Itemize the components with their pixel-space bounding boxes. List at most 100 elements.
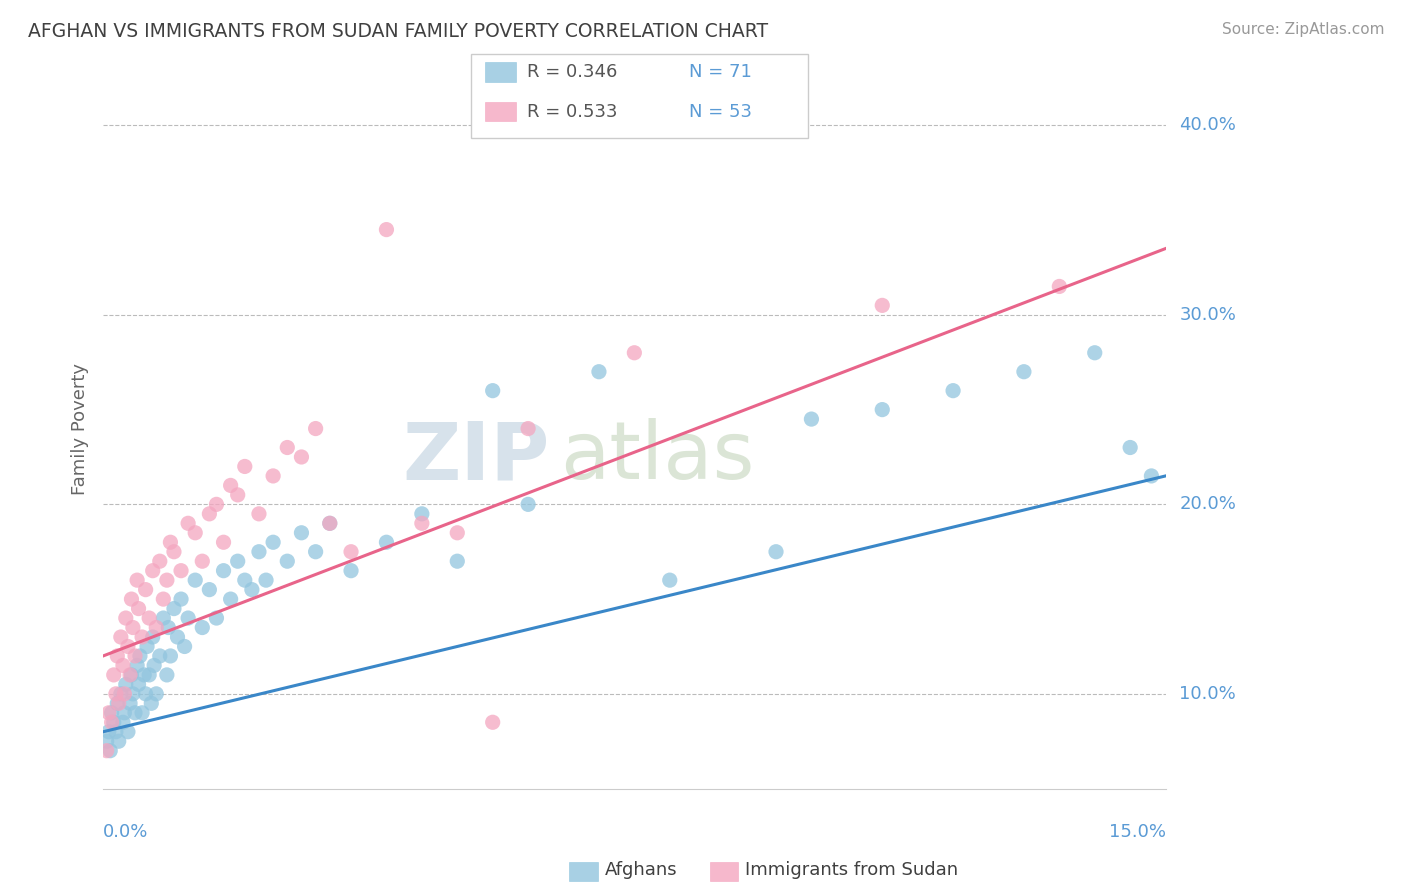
Text: R = 0.533: R = 0.533 — [527, 103, 617, 120]
Text: N = 71: N = 71 — [689, 63, 752, 81]
Point — [191, 554, 214, 568]
Point — [131, 630, 153, 644]
Point — [319, 516, 342, 531]
Point — [170, 592, 193, 607]
Text: R = 0.346: R = 0.346 — [527, 63, 617, 81]
Point — [112, 687, 135, 701]
Point — [114, 611, 136, 625]
Text: atlas: atlas — [560, 418, 755, 496]
Point — [198, 582, 221, 597]
Point — [97, 706, 120, 720]
Point — [156, 573, 179, 587]
Text: Immigrants from Sudan: Immigrants from Sudan — [745, 861, 959, 879]
Point — [226, 488, 249, 502]
Point — [481, 715, 503, 730]
Point — [149, 648, 172, 663]
Point — [124, 648, 146, 663]
Point — [163, 545, 186, 559]
Point — [152, 592, 174, 607]
Point — [219, 478, 242, 492]
Point — [110, 630, 132, 644]
Point — [111, 658, 134, 673]
Point — [143, 658, 166, 673]
Y-axis label: Family Poverty: Family Poverty — [72, 362, 89, 494]
Point — [157, 621, 180, 635]
Point — [212, 535, 235, 549]
Point — [127, 573, 149, 587]
Text: 40.0%: 40.0% — [1180, 116, 1236, 135]
Point — [136, 640, 159, 654]
Point — [517, 421, 540, 435]
Point — [170, 564, 193, 578]
Point — [177, 611, 200, 625]
Text: ZIP: ZIP — [402, 418, 550, 496]
Point — [219, 592, 242, 607]
Point — [103, 715, 125, 730]
Point — [149, 554, 172, 568]
Point — [138, 611, 160, 625]
Point — [104, 724, 127, 739]
Point — [100, 715, 122, 730]
Point — [1119, 441, 1142, 455]
Point — [276, 554, 298, 568]
Point — [800, 412, 823, 426]
Point — [159, 648, 181, 663]
Point — [103, 668, 125, 682]
Point — [117, 724, 139, 739]
Point — [375, 535, 398, 549]
Point — [446, 525, 468, 540]
Point — [304, 545, 326, 559]
Point — [112, 706, 135, 720]
Point — [135, 582, 157, 597]
Point — [107, 734, 129, 748]
Point — [156, 668, 179, 682]
Point — [118, 696, 141, 710]
Point — [122, 687, 145, 701]
Point — [145, 621, 167, 635]
Point — [166, 630, 188, 644]
Point — [184, 525, 207, 540]
Point — [623, 345, 645, 359]
Point — [135, 687, 157, 701]
Point — [1140, 469, 1163, 483]
Text: Source: ZipAtlas.com: Source: ZipAtlas.com — [1222, 22, 1385, 37]
Point — [411, 516, 433, 531]
Point — [340, 545, 363, 559]
Point — [104, 687, 127, 701]
Point — [105, 648, 128, 663]
Point — [98, 744, 121, 758]
Text: AFGHAN VS IMMIGRANTS FROM SUDAN FAMILY POVERTY CORRELATION CHART: AFGHAN VS IMMIGRANTS FROM SUDAN FAMILY P… — [28, 22, 768, 41]
Point — [290, 450, 312, 464]
Point — [97, 724, 120, 739]
Point — [138, 668, 160, 682]
Point — [110, 687, 132, 701]
Point — [304, 421, 326, 435]
Point — [96, 744, 118, 758]
Point — [765, 545, 787, 559]
Point — [131, 706, 153, 720]
Point — [177, 516, 200, 531]
Point — [411, 507, 433, 521]
Point — [276, 441, 298, 455]
Text: 15.0%: 15.0% — [1108, 823, 1166, 841]
Point — [142, 564, 165, 578]
Point — [517, 497, 540, 511]
Point — [152, 611, 174, 625]
Point — [184, 573, 207, 587]
Point — [163, 601, 186, 615]
Point — [254, 573, 277, 587]
Point — [117, 640, 139, 654]
Point — [290, 525, 312, 540]
Point — [233, 459, 256, 474]
Text: N = 53: N = 53 — [689, 103, 752, 120]
Point — [96, 734, 118, 748]
Point — [319, 516, 342, 531]
Point — [942, 384, 965, 398]
Point — [127, 658, 149, 673]
Point — [107, 696, 129, 710]
Point — [205, 611, 228, 625]
Point — [173, 640, 195, 654]
Point — [105, 696, 128, 710]
Point — [128, 601, 150, 615]
Point — [122, 621, 145, 635]
